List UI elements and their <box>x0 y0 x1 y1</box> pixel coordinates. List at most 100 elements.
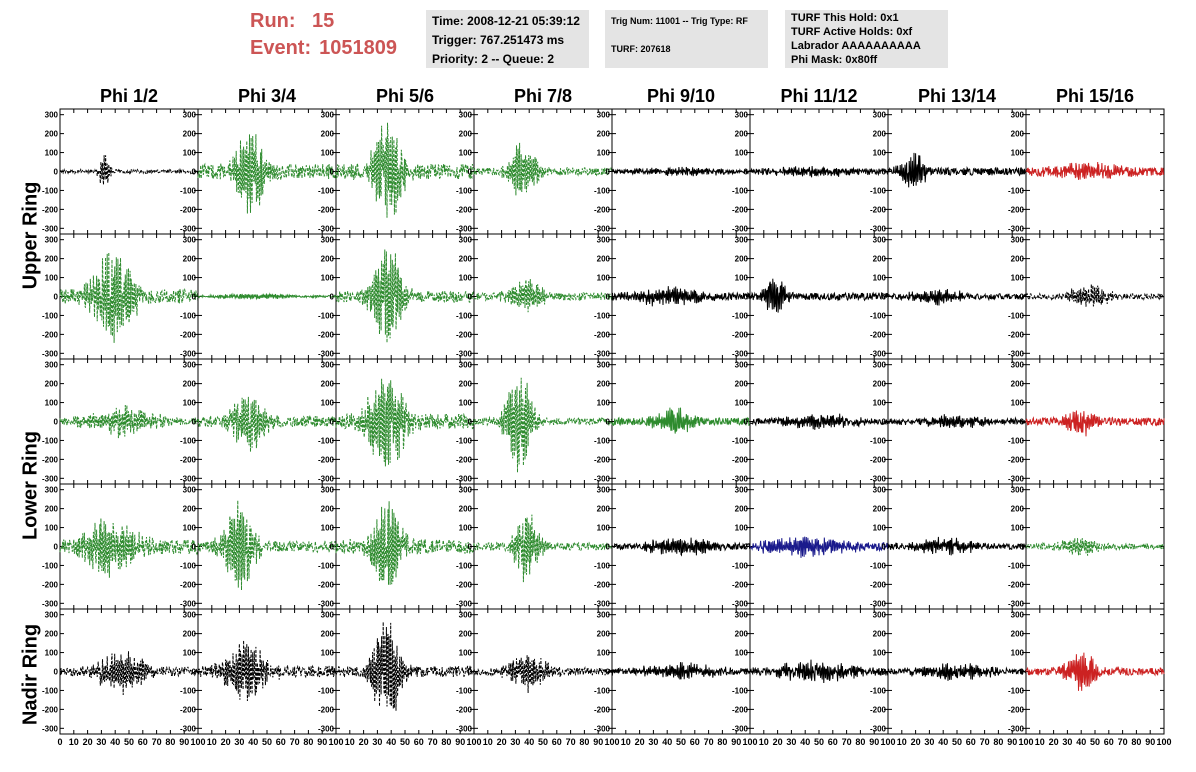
y-tick-label: 100 <box>45 524 59 533</box>
y-tick-label: -100 <box>42 436 59 445</box>
y-tick-label: 300 <box>45 486 59 495</box>
x-tick-label: 10 <box>621 737 631 747</box>
y-tick-label: 0 <box>744 293 749 302</box>
y-tick-label: -100 <box>318 311 335 320</box>
y-tick-label: -100 <box>42 561 59 570</box>
y-tick-label: -200 <box>870 330 887 339</box>
x-tick-label: 30 <box>96 737 106 747</box>
waveform-trace <box>749 413 889 430</box>
y-tick-label: -100 <box>594 186 611 195</box>
y-tick-label: -300 <box>42 474 59 483</box>
y-tick-label: 100 <box>1011 524 1025 533</box>
y-tick-label: -300 <box>870 599 887 608</box>
y-tick-label: -300 <box>42 599 59 608</box>
y-tick-label: 0 <box>606 668 611 677</box>
x-tick-label: 40 <box>938 737 948 747</box>
x-tick-label: 40 <box>1076 737 1086 747</box>
panel-r0-c3: -300 -200 -100 0 100 200 300 <box>456 108 613 235</box>
y-tick-label: 100 <box>459 274 473 283</box>
y-tick-label: 0 <box>192 293 197 302</box>
x-tick-label: 10 <box>345 737 355 747</box>
y-tick-label: 200 <box>183 630 197 639</box>
y-tick-label: 0 <box>606 168 611 177</box>
y-tick-label: -300 <box>732 724 749 733</box>
x-tick-label: 80 <box>165 737 175 747</box>
y-tick-label: 300 <box>873 236 887 245</box>
trig-info-box: Trig Num: 11001 -- Trig Type: RF TURF: 2… <box>605 10 768 68</box>
y-tick-label: -100 <box>318 561 335 570</box>
y-tick-label: 300 <box>597 236 611 245</box>
y-tick-label: 200 <box>735 630 749 639</box>
y-tick-label: 0 <box>468 293 473 302</box>
y-tick-label: 100 <box>597 149 611 158</box>
turf-info-box: TURF This Hold: 0x1 TURF Active Holds: 0… <box>785 10 948 68</box>
waveform-trace <box>887 288 1027 306</box>
x-tick-label: 80 <box>441 737 451 747</box>
y-tick-label: 200 <box>1011 505 1025 514</box>
y-tick-label: -100 <box>732 686 749 695</box>
y-tick-label: 300 <box>45 111 59 120</box>
y-tick-label: 0 <box>54 668 59 677</box>
y-tick-label: 0 <box>882 668 887 677</box>
y-tick-label: -200 <box>1008 705 1025 714</box>
waveform-trace <box>611 166 751 177</box>
y-tick-label: 0 <box>1020 168 1025 177</box>
x-tick-label: 50 <box>124 737 134 747</box>
x-tick-label: 60 <box>552 737 562 747</box>
y-tick-label: 0 <box>1020 543 1025 552</box>
y-tick-label: -200 <box>42 455 59 464</box>
panel-r0-c1: -300 -200 -100 0 100 200 300 <box>180 108 337 235</box>
x-tick-label: 30 <box>1062 737 1072 747</box>
y-tick-label: 0 <box>1020 418 1025 427</box>
y-tick-label: -200 <box>42 330 59 339</box>
y-tick-label: 0 <box>330 168 335 177</box>
y-tick-label: -200 <box>732 205 749 214</box>
x-tick-label: 20 <box>497 737 507 747</box>
y-tick-label: -100 <box>1008 686 1025 695</box>
panel-r3-c0: -300 -200 -100 0 100 200 300 <box>42 483 199 610</box>
y-tick-label: 300 <box>1011 236 1025 245</box>
waveform-trace <box>611 407 751 434</box>
y-tick-label: 100 <box>183 274 197 283</box>
x-tick-label: 80 <box>717 737 727 747</box>
y-tick-label: 200 <box>321 630 335 639</box>
panel-frame <box>197 483 337 610</box>
y-tick-label: 300 <box>321 111 335 120</box>
y-tick-label: -300 <box>594 349 611 358</box>
y-tick-label: -100 <box>318 436 335 445</box>
y-tick-label: -200 <box>594 455 611 464</box>
y-tick-label: 100 <box>1011 274 1025 283</box>
col-title-phi-9-10: Phi 9/10 <box>646 86 716 106</box>
y-tick-label: 0 <box>192 168 197 177</box>
y-tick-label: 100 <box>873 524 887 533</box>
y-tick-label: 100 <box>597 524 611 533</box>
y-tick-label: -200 <box>870 705 887 714</box>
x-tick-label: 60 <box>828 737 838 747</box>
waveform-trace <box>335 378 475 467</box>
x-tick-label: 40 <box>386 737 396 747</box>
y-tick-label: 200 <box>1011 130 1025 139</box>
waveform-trace <box>197 640 337 702</box>
y-tick-label: -300 <box>1008 599 1025 608</box>
y-tick-label: 100 <box>1011 399 1025 408</box>
y-tick-label: -100 <box>870 311 887 320</box>
col-title-phi-7-8: Phi 7/8 <box>513 86 573 106</box>
y-tick-label: 200 <box>45 630 59 639</box>
col-title-phi-5-6: Phi 5/6 <box>375 86 435 106</box>
waveform-trace <box>749 278 889 313</box>
y-tick-label: 200 <box>45 505 59 514</box>
y-tick-label: -100 <box>732 436 749 445</box>
y-tick-label: -300 <box>732 474 749 483</box>
waveform-trace <box>749 536 889 558</box>
y-tick-label: 200 <box>873 505 887 514</box>
y-tick-label: 0 <box>606 293 611 302</box>
x-tick-label: 90 <box>1145 737 1155 747</box>
y-tick-label: -200 <box>318 455 335 464</box>
y-tick-label: 300 <box>1011 611 1025 620</box>
y-tick-label: 300 <box>459 361 473 370</box>
x-tick-label: 70 <box>428 737 438 747</box>
y-tick-label: 300 <box>321 486 335 495</box>
y-tick-label: 0 <box>744 668 749 677</box>
